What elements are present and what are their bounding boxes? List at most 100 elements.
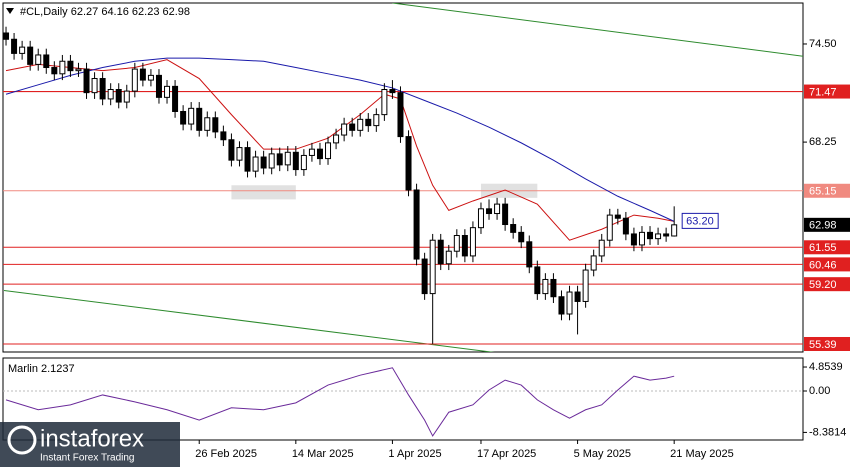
candle-body xyxy=(486,208,493,215)
candle-body xyxy=(542,278,549,295)
ma-label: 63.20 xyxy=(686,215,714,227)
x-tick-label: 5 May 2025 xyxy=(574,448,631,460)
ma-tag xyxy=(681,212,719,229)
candle-body xyxy=(566,291,573,315)
candle-body xyxy=(204,117,211,131)
candle-body xyxy=(268,153,275,169)
watermark-logo xyxy=(7,425,37,455)
candle-body xyxy=(574,291,581,302)
level-tag xyxy=(804,183,850,198)
x-tick-label: 21 May 2025 xyxy=(670,448,734,460)
watermark-title: instaforex xyxy=(40,425,144,452)
candle-body xyxy=(526,241,533,268)
candle-body xyxy=(630,233,637,246)
price-plot xyxy=(3,3,803,352)
candle-body xyxy=(107,89,114,100)
candle-body xyxy=(614,214,621,219)
candle-body xyxy=(510,224,517,233)
candle-body xyxy=(115,89,122,103)
candle-body xyxy=(59,60,66,75)
level-label: 59.20 xyxy=(809,279,837,291)
moving-average xyxy=(5,57,675,222)
candle-body xyxy=(598,239,605,257)
candle-body xyxy=(622,217,629,235)
axes: 71.47 65.15 61.55 60.46 59.20 55.39 74.50 68.25… xyxy=(195,38,850,460)
candle-body xyxy=(83,68,90,94)
candle-body xyxy=(413,189,420,260)
level-label: 65.15 xyxy=(809,186,837,198)
level-tag xyxy=(804,336,850,351)
candle-body xyxy=(365,118,372,127)
candle-body xyxy=(236,147,243,161)
candle-body xyxy=(19,46,26,54)
candle-body xyxy=(534,266,541,295)
candle-body xyxy=(373,114,380,127)
candle-body xyxy=(655,233,662,240)
candle-body xyxy=(172,85,179,112)
candle-body xyxy=(461,235,468,257)
oscillator-title: Marlin 2.1237 xyxy=(8,363,75,375)
candle-body xyxy=(35,54,42,65)
level-tag xyxy=(804,240,850,255)
zone xyxy=(231,185,296,200)
candle-body xyxy=(405,136,412,191)
candle-body xyxy=(131,68,138,92)
x-tick-label: 14 Mar 2025 xyxy=(292,448,354,460)
y-tick-label: 74.50 xyxy=(809,38,837,50)
candle-body xyxy=(357,118,364,131)
candle-body xyxy=(308,148,315,156)
candle-body xyxy=(75,68,82,72)
candle-body xyxy=(349,123,356,131)
candle-body xyxy=(397,92,404,138)
x-tick-label: 17 Apr 2025 xyxy=(477,448,536,460)
candle-body xyxy=(51,67,58,75)
candle-body xyxy=(389,89,396,94)
level-label: 55.39 xyxy=(809,339,837,351)
candle-body xyxy=(421,258,428,295)
candle-body xyxy=(3,32,10,40)
candle-body xyxy=(164,85,171,98)
chart-header: #CL,Daily 62.27 64.16 62.23 62.98 xyxy=(20,6,190,18)
y-tick-label: 68.25 xyxy=(809,136,837,148)
candle-body xyxy=(477,208,484,229)
candle-body xyxy=(284,151,291,166)
candle-body xyxy=(638,231,645,246)
price-tag xyxy=(804,217,850,232)
candle-body xyxy=(381,89,388,116)
candle-body xyxy=(67,60,74,72)
level-tag xyxy=(804,84,850,99)
menu-arrow[interactable] xyxy=(6,8,14,14)
oscillator-line xyxy=(5,367,675,437)
candle-body xyxy=(91,78,98,94)
candle-body xyxy=(590,255,597,271)
osc-tick-label: -8.3814 xyxy=(809,426,846,438)
candle-body xyxy=(325,142,332,160)
candle-body xyxy=(300,154,307,171)
candle-body xyxy=(228,139,235,161)
candle-body xyxy=(558,296,565,315)
candle-body xyxy=(663,233,670,237)
candle-body xyxy=(550,278,557,298)
level-label: 61.55 xyxy=(809,242,837,254)
candle-body xyxy=(11,38,18,54)
candle-body xyxy=(260,156,267,169)
x-tick-label: 26 Feb 2025 xyxy=(195,448,257,460)
candle-body xyxy=(429,239,436,295)
candle-body xyxy=(292,151,299,171)
level-tag xyxy=(804,257,850,272)
candle-body xyxy=(453,235,460,252)
trendline xyxy=(392,3,803,57)
candle-body xyxy=(445,250,452,265)
candle-body xyxy=(139,68,146,81)
candle-body xyxy=(155,74,162,98)
candle-body xyxy=(27,46,34,65)
candle-body xyxy=(252,156,259,172)
osc-tick-label: 4.8539 xyxy=(809,361,843,373)
candle-body xyxy=(316,148,323,160)
candle-body xyxy=(220,131,227,141)
candle-body xyxy=(333,134,340,144)
watermark-subtitle: Instant Forex Trading xyxy=(40,453,135,464)
candle-body xyxy=(212,117,219,133)
price-panel xyxy=(2,2,804,353)
candle-body xyxy=(502,203,509,226)
